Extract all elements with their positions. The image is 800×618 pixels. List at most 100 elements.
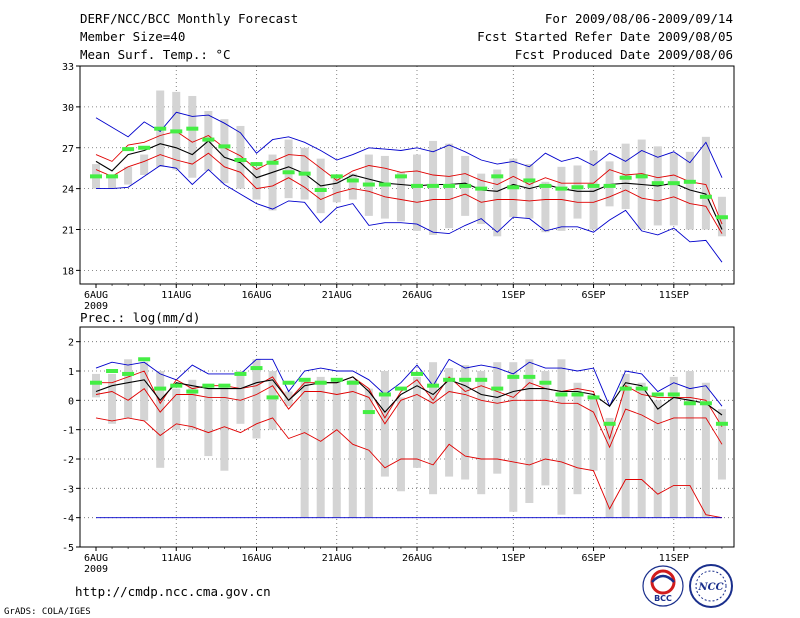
temperature-observed-mark [571,185,584,190]
temperature-range-box [525,164,534,219]
temperature-y-tick-label: 33 [62,62,74,73]
precip-observed-mark [138,357,151,362]
header-title: DERF/NCC/BCC Monthly Forecast [80,11,298,26]
temperature-observed-mark [603,183,616,188]
precip-range-box [332,379,341,518]
precip-range-box [156,371,165,468]
precip-y-tick-label: -2 [62,455,74,466]
temperature-observed-mark [314,187,327,192]
precip-observed-mark [699,401,712,406]
footer-credit: GrADS: COLA/IGES [4,607,91,617]
precip-observed-mark [683,401,696,406]
ncc-logo: NCC [689,564,733,608]
temperature-range-box [413,154,421,231]
precip-observed-mark [154,386,167,391]
temperature-range-box [557,166,566,231]
temperature-observed-mark [122,147,135,152]
temperature-x-ticks: 6AUG 11AUG 16AUG 21AUG 26AUG 1SEP 6SEP 11SEP 200… [84,284,723,312]
precip-y-tick-label: 0 [68,396,74,407]
temperature-observed-mark [362,182,375,187]
precip-range-box [396,397,405,492]
precip-observed-mark [266,395,279,400]
precip-range-box [669,376,678,518]
precip-range-box [557,359,566,515]
temperature-y-tick-label: 27 [62,144,74,155]
temperature-range-box [573,165,582,219]
precip-range-box [252,359,261,439]
precip-lines [95,358,723,519]
temperature-observed-mark [699,194,712,199]
temperature-range-box [236,125,245,189]
temperature-observed-mark [635,174,648,179]
temperature-y-tick-label: 21 [62,226,74,237]
header-started: Fcst Started Refer Date 2009/08/05 [477,29,733,44]
temperature-observed-mark [667,181,680,186]
temperature-max-line [95,111,723,178]
precip-range-box [268,371,277,430]
precip-observed-mark [330,377,343,382]
precip-range-box [637,382,646,518]
precip-observed-mark [106,369,119,373]
temperature-observed-mark [459,183,472,188]
temperature-observed-mark [619,175,632,180]
temperature-x-tick-label: 11SEP [659,290,689,301]
temperature-year-label: 2009 [84,301,108,312]
precip-range-box [236,371,245,424]
precip-observed-mark [394,386,407,391]
precip-observed-mark [587,395,600,400]
precip-range-box [300,379,309,518]
temperature-range-box [493,169,502,237]
precip-observed-mark [122,371,135,376]
precip-range-box [605,417,614,518]
temperature-observed-mark [443,183,456,188]
precip-observed-marks [90,357,728,426]
temperature-p10-line [95,152,723,234]
temperature-range-box [605,161,614,207]
precip-x-tick-label: 11AUG [161,553,191,564]
temperature-observed-mark [266,160,279,165]
precip-observed-mark [170,383,183,388]
precip-grid [80,327,734,547]
precip-range-box [525,359,534,503]
precip-boxes [92,359,726,518]
precip-observed-mark [202,383,215,388]
precip-range-box [653,400,662,518]
precip-observed-mark [619,386,632,391]
temperature-observed-mark [651,181,664,186]
temperature-observed-mark [154,126,167,131]
temperature-range-box [332,179,341,203]
precip-observed-mark [651,392,664,397]
temperature-observed-mark [394,174,407,179]
temperature-panel: 18 21 24 27 30 33 6AUG 11AUG 16AUG 21AUG 26AUG 1SE… [62,62,735,312]
temperature-y-tick-label: 18 [62,266,74,277]
precip-observed-mark [250,366,263,371]
precip-y-tick-label: -3 [62,484,74,495]
temperature-observed-mark [378,182,391,187]
precip-max-line [95,358,723,408]
temperature-observed-mark [491,174,504,179]
precip-y-tick-label: -4 [62,514,74,525]
temperature-range-box [589,150,598,230]
precip-x-tick-label: 16AUG [241,553,271,564]
temperature-range-box [396,172,405,222]
precip-observed-mark [346,380,359,385]
temperature-mean-line [95,140,723,230]
precip-range-box [124,359,133,418]
precip-frame [79,326,735,548]
temperature-range-box [429,140,438,235]
precip-range-box [364,388,373,518]
precip-p10-line [95,385,723,449]
footer-url[interactable]: http://cmdp.ncc.cma.gov.cn [75,584,271,599]
precip-range-box [509,362,518,512]
temperature-range-box [124,166,133,185]
precip-observed-mark [443,377,456,382]
temperature-observed-mark [555,186,568,191]
header-member-size: Member Size=40 [80,29,185,44]
precip-observed-mark [411,371,423,376]
precip-range-box [461,365,470,480]
bcc-logo-text: BCC [654,594,672,603]
temperature-observed-mark [202,137,215,142]
temperature-frame [79,65,735,285]
precip-mean-line [95,376,723,416]
